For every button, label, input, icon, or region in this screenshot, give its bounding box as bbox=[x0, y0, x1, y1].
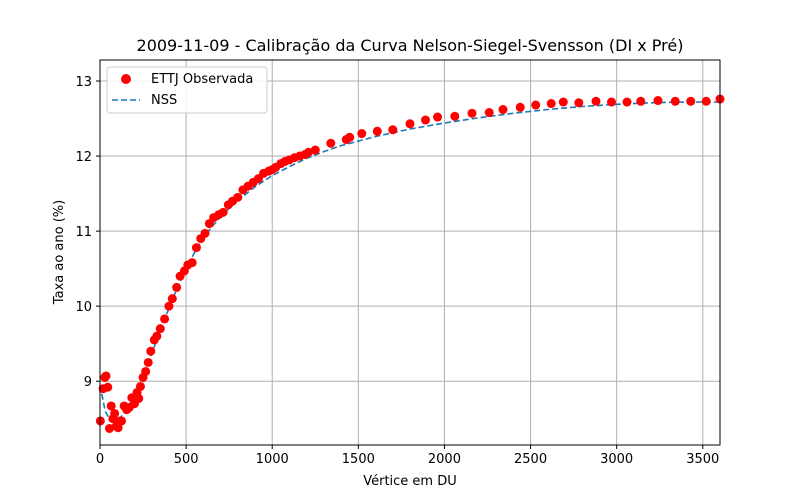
legend: ETTJ Observada NSS bbox=[106, 66, 268, 114]
observed-point bbox=[622, 97, 632, 107]
observed-point bbox=[160, 314, 170, 324]
observed-point bbox=[135, 381, 145, 391]
observed-point bbox=[233, 192, 243, 202]
legend-label-nss: NSS bbox=[151, 93, 177, 108]
observed-point bbox=[531, 100, 541, 110]
x-axis-label: Vértice em DU bbox=[363, 474, 457, 489]
observed-point bbox=[450, 111, 460, 121]
legend-box bbox=[106, 66, 268, 114]
observed-point bbox=[388, 125, 398, 135]
observed-point bbox=[467, 108, 477, 118]
observed-point bbox=[164, 301, 174, 311]
observed-point bbox=[101, 371, 111, 381]
observed-point bbox=[686, 96, 696, 106]
observed-point bbox=[152, 331, 162, 341]
y-tick-label: 12 bbox=[75, 150, 92, 165]
plot-area bbox=[100, 60, 720, 445]
chart-title: 2009-11-09 - Calibração da Curva Nelson-… bbox=[137, 36, 684, 55]
legend-marker-observed bbox=[121, 74, 131, 84]
observed-point bbox=[143, 357, 153, 367]
y-tick-label: 10 bbox=[75, 300, 92, 315]
observed-point bbox=[187, 258, 197, 268]
observed-point bbox=[117, 416, 127, 426]
observed-point bbox=[701, 96, 711, 106]
observed-series bbox=[95, 94, 725, 433]
observed-point bbox=[106, 401, 116, 411]
y-axis-label: Taxa ao ano (%) bbox=[52, 200, 67, 305]
grid bbox=[99, 60, 720, 445]
plot-frame bbox=[99, 59, 721, 446]
observed-point bbox=[558, 97, 568, 107]
observed-point bbox=[653, 96, 663, 106]
x-tick-label: 3500 bbox=[686, 452, 719, 467]
observed-point bbox=[134, 393, 144, 403]
x-tick-label: 2500 bbox=[514, 452, 547, 467]
observed-point bbox=[357, 129, 367, 139]
observed-point bbox=[141, 366, 151, 376]
x-tick-label: 500 bbox=[174, 452, 199, 467]
observed-point bbox=[421, 115, 430, 125]
x-tick-label: 1500 bbox=[342, 452, 375, 467]
observed-point bbox=[515, 102, 525, 112]
observed-point bbox=[303, 147, 313, 157]
legend-label-observed: ETTJ Observada bbox=[151, 72, 253, 87]
x-tick-label: 1000 bbox=[256, 452, 289, 467]
y-tick-label: 9 bbox=[84, 375, 92, 390]
observed-point bbox=[200, 228, 210, 238]
observed-point bbox=[113, 423, 123, 433]
observed-point bbox=[546, 99, 556, 109]
axis-ticks: 0 500 1000 1500 2000 2500 3000 3500 9 10 11 12 13 bbox=[75, 75, 719, 467]
observed-point bbox=[636, 96, 646, 106]
observed-point bbox=[433, 112, 443, 122]
x-tick-label: 2000 bbox=[428, 452, 461, 467]
observed-point bbox=[607, 97, 616, 107]
observed-point bbox=[191, 243, 201, 253]
observed-point bbox=[218, 207, 228, 217]
observed-point bbox=[310, 145, 320, 155]
observed-point bbox=[167, 294, 177, 304]
observed-point bbox=[484, 108, 494, 118]
observed-point bbox=[574, 98, 584, 108]
observed-point bbox=[326, 138, 336, 148]
observed-point bbox=[146, 346, 156, 356]
observed-point bbox=[155, 324, 165, 334]
observed-point bbox=[104, 423, 114, 433]
x-tick-label: 0 bbox=[96, 452, 104, 467]
observed-point bbox=[498, 105, 508, 115]
y-tick-label: 11 bbox=[75, 225, 92, 240]
observed-point bbox=[103, 382, 113, 392]
observed-point bbox=[405, 119, 415, 129]
observed-point bbox=[110, 408, 120, 418]
x-tick-label: 3000 bbox=[600, 452, 633, 467]
observed-point bbox=[591, 96, 601, 106]
y-tick-label: 13 bbox=[75, 75, 92, 90]
observed-point bbox=[372, 126, 382, 136]
observed-point bbox=[345, 132, 355, 142]
observed-point bbox=[172, 282, 182, 292]
observed-point bbox=[670, 96, 680, 106]
